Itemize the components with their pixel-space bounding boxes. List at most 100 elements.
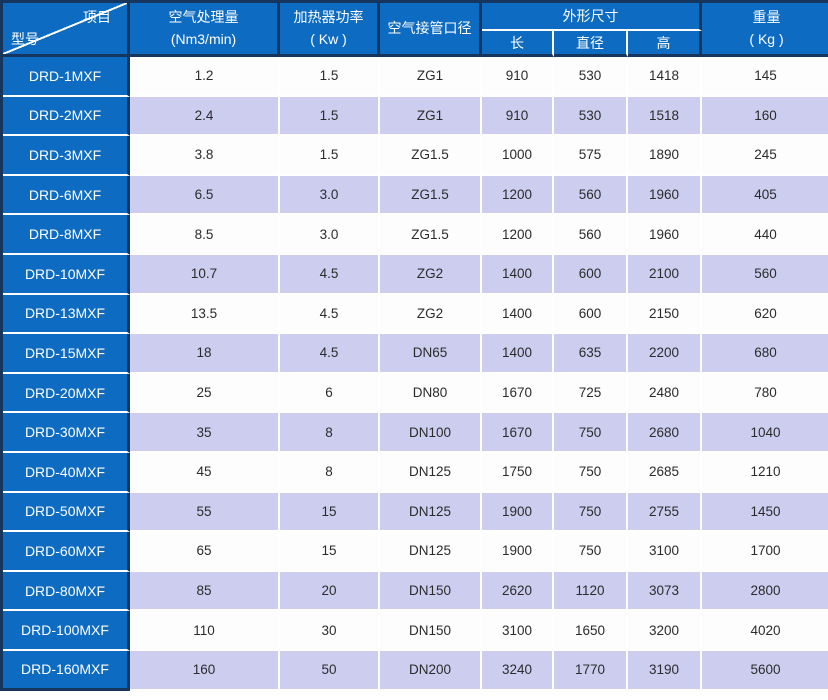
data-cell: 560 [554,215,628,255]
data-cell: 635 [554,334,628,374]
model-cell: DRD-60MXF [3,532,130,572]
data-cell: 1900 [482,532,554,572]
data-cell: 15 [280,532,380,572]
header-row-2: 长 直径 高 [3,31,828,57]
data-cell: 2100 [628,254,703,295]
table-body: DRD-1MXF 1.2 1.5 ZG1 910 530 1418 145 DRD-2MXF 2.… [3,57,828,691]
data-cell: 3200 [628,611,703,651]
header-heater-power-line2: ( Kw ) [310,30,347,47]
data-cell: 145 [702,57,828,97]
model-cell: DRD-80MXF [3,571,130,612]
data-cell: 560 [702,254,828,295]
data-cell: 3100 [628,532,703,572]
data-cell: 1960 [628,175,703,216]
data-cell: 1670 [482,373,554,414]
data-cell: 1.2 [130,57,280,97]
data-cell: 1200 [482,175,554,216]
data-cell: 600 [554,254,628,295]
data-cell: 1900 [482,492,554,533]
model-cell: DRD-1MXF [3,57,130,97]
data-cell: 3190 [628,650,703,691]
header-dim-height: 高 [628,31,703,57]
data-cell: 1040 [702,413,828,453]
data-cell: 2.4 [130,96,280,137]
data-cell: DN125 [380,532,482,572]
data-cell: 8.5 [130,215,280,255]
data-cell: 750 [554,492,628,533]
data-cell: 600 [554,294,628,335]
header-air-capacity-line1: 空气处理量 [168,8,239,25]
table-row: DRD-60MXF 65 15 DN125 1900 750 3100 1700 [3,532,828,572]
data-cell: 15 [280,492,380,533]
data-cell: 8 [280,452,380,493]
data-cell: DN150 [380,611,482,651]
table-row: DRD-3MXF 3.8 1.5 ZG1.5 1000 575 1890 245 [3,136,828,176]
table-row: DRD-8MXF 8.5 3.0 ZG1.5 1200 560 1960 440 [3,215,828,255]
table-row: DRD-10MXF 10.7 4.5 ZG2 1400 600 2100 560 [3,254,828,295]
header-heater-power-line1: 加热器功率 [293,8,364,25]
data-cell: 1700 [702,532,828,572]
corner-diagonal-cell: 项目 型号 [3,3,130,57]
data-cell: 1518 [628,96,703,137]
data-cell: 4.5 [280,294,380,335]
data-cell: 1400 [482,254,554,295]
table-row: DRD-6MXF 6.5 3.0 ZG1.5 1200 560 1960 405 [3,175,828,216]
model-cell: DRD-8MXF [3,215,130,255]
table-row: DRD-2MXF 2.4 1.5 ZG1 910 530 1518 160 [3,96,828,137]
corner-model-label: 型号 [11,31,39,47]
model-cell: DRD-6MXF [3,175,130,216]
model-cell: DRD-3MXF [3,136,130,176]
data-cell: 1960 [628,215,703,255]
header-weight-line1: 重量 [752,8,781,25]
data-cell: 1000 [482,136,554,176]
header-dim-diameter: 直径 [554,31,628,57]
table-header: 项目 型号 空气处理量 (Nm3/min) 加热器功率 ( Kw ) 空气接管口… [3,3,828,57]
data-cell: 245 [702,136,828,176]
model-cell: DRD-50MXF [3,492,130,533]
table-row: DRD-30MXF 35 8 DN100 1670 750 2680 1040 [3,413,828,453]
data-cell: 1.5 [280,57,380,97]
data-cell: 8 [280,413,380,453]
data-cell: 85 [130,571,280,612]
data-cell: 6.5 [130,175,280,216]
header-dim-length: 长 [482,31,554,57]
data-cell: 2620 [482,571,554,612]
data-cell: ZG1 [380,57,482,97]
data-cell: 4.5 [280,334,380,374]
data-cell: 2150 [628,294,703,335]
data-cell: ZG2 [380,254,482,295]
table-row: DRD-50MXF 55 15 DN125 1900 750 2755 1450 [3,492,828,533]
header-weight: 重量 ( Kg ) [702,3,828,57]
model-cell: DRD-20MXF [3,373,130,414]
data-cell: ZG1.5 [380,136,482,176]
data-cell: DN125 [380,452,482,493]
header-air-capacity-line2: (Nm3/min) [170,30,237,47]
data-cell: 1120 [554,571,628,612]
data-cell: 1418 [628,57,703,97]
data-cell: 4.5 [280,254,380,295]
data-cell: 160 [130,650,280,691]
model-cell: DRD-100MXF [3,611,130,651]
data-cell: 680 [702,334,828,374]
header-weight-line2: ( Kg ) [749,30,784,47]
data-cell: 110 [130,611,280,651]
data-cell: 1400 [482,294,554,335]
data-cell: 1.5 [280,136,380,176]
model-cell: DRD-13MXF [3,294,130,335]
data-cell: ZG1.5 [380,175,482,216]
data-cell: 3240 [482,650,554,691]
data-cell: 750 [554,532,628,572]
data-cell: 3100 [482,611,554,651]
data-cell: 10.7 [130,254,280,295]
data-cell: DN200 [380,650,482,691]
data-cell: 910 [482,57,554,97]
data-cell: 13.5 [130,294,280,335]
data-cell: 3.0 [280,215,380,255]
data-cell: ZG1 [380,96,482,137]
data-cell: 35 [130,413,280,453]
data-cell: 25 [130,373,280,414]
table-row: DRD-13MXF 13.5 4.5 ZG2 1400 600 2150 620 [3,294,828,335]
data-cell: ZG1.5 [380,215,482,255]
table-row: DRD-15MXF 18 4.5 DN65 1400 635 2200 680 [3,334,828,374]
data-cell: 2800 [702,571,828,612]
